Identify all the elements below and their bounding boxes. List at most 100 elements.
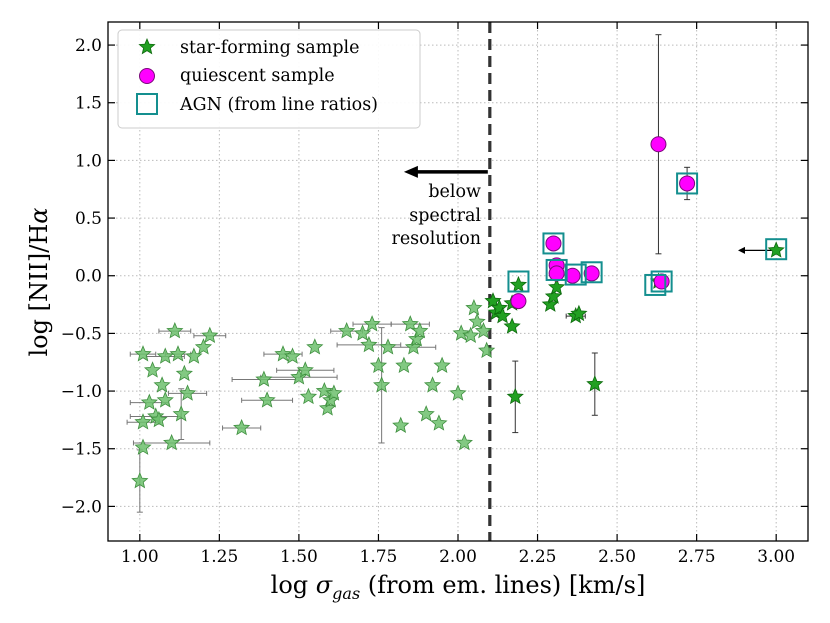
star-forming-marker-unresolved	[338, 322, 356, 339]
star-forming-marker-unresolved	[255, 370, 273, 387]
star-forming-marker-unresolved	[134, 438, 152, 455]
star-forming-marker-unresolved	[423, 376, 442, 393]
star-forming-marker	[544, 287, 563, 304]
star-forming-marker-unresolved	[156, 347, 174, 364]
y-tick-label: 1.0	[75, 151, 102, 171]
x-tick-label: 2.75	[678, 547, 716, 567]
legend: star-forming sample quiescent sample AGN…	[117, 29, 421, 129]
y-tick-label: −2.0	[61, 497, 102, 517]
agn-marker	[564, 263, 587, 286]
x-title-symbol: σ	[316, 571, 333, 599]
star-forming-marker-unresolved	[150, 410, 168, 428]
annotation-line-2: spectral	[409, 206, 481, 226]
star-forming-marker	[548, 278, 566, 295]
legend-label-agn: AGN (from line ratios)	[179, 95, 378, 115]
star-forming-marker-unresolved	[185, 347, 203, 364]
y-tick-label: 2.0	[75, 36, 102, 56]
star-forming-marker	[506, 387, 524, 405]
agn-marker	[542, 232, 565, 255]
star-forming-marker-unresolved	[462, 326, 480, 344]
star-forming-marker	[509, 275, 528, 293]
legend-square-icon	[136, 93, 158, 115]
star-forming-marker	[586, 375, 604, 392]
y-tick-label: 0.5	[75, 209, 102, 229]
star-forming-marker	[767, 241, 785, 258]
quiescent-marker	[548, 265, 565, 282]
x-tick-label: 3.00	[757, 547, 795, 567]
star-forming-marker-unresolved	[169, 345, 187, 362]
x-tick-label: 2.25	[519, 547, 557, 567]
agn-marker	[765, 238, 788, 261]
star-forming-marker-unresolved	[283, 347, 302, 364]
x-tick-label: 1.50	[280, 547, 318, 567]
legend-star-icon	[138, 37, 156, 55]
star-forming-marker-unresolved	[363, 315, 381, 332]
y-title-symbol: α	[25, 207, 53, 223]
agn-marker	[650, 270, 673, 293]
agn-marker	[676, 172, 699, 195]
star-forming-marker-unresolved	[449, 384, 467, 401]
star-forming-marker-unresolved	[172, 405, 190, 422]
annotation-line-1: below	[428, 182, 481, 202]
upper-limit-arrowhead	[738, 246, 745, 254]
agn-marker	[580, 261, 603, 284]
legend-label-star-forming: star-forming sample	[180, 38, 360, 58]
y-axis-title: log [NII]/Hα	[25, 207, 53, 356]
star-forming-marker-unresolved	[258, 391, 276, 408]
star-forming-marker-unresolved	[411, 322, 429, 339]
star-forming-marker-unresolved	[163, 433, 181, 451]
x-tick-label: 2.00	[439, 547, 477, 567]
quiescent-marker	[679, 175, 696, 192]
star-forming-marker-unresolved	[166, 322, 184, 339]
star-forming-marker-unresolved	[465, 298, 483, 316]
x-title-suffix: (from em. lines) [km/s]	[360, 571, 645, 599]
star-forming-marker-unresolved	[143, 361, 162, 378]
annotation-arrow-head	[403, 165, 418, 178]
legend-circle-icon	[139, 68, 155, 84]
star-forming-marker-unresolved	[430, 414, 448, 431]
star-forming-marker	[493, 307, 512, 324]
star-forming-marker-unresolved	[274, 345, 292, 362]
star-forming-marker-unresolved	[194, 338, 213, 355]
x-tick-label: 1.25	[200, 547, 238, 567]
axis-ticks: 1.00 1.25 1.50 1.75 2.00 2.25 2.50 2.75 3.00 −2.0…	[61, 22, 808, 567]
star-forming-marker-unresolved	[478, 341, 496, 359]
star-forming-marker-unresolved	[299, 387, 318, 405]
x-tick-label: 2.50	[598, 547, 636, 567]
star-forming-marker-unresolved	[417, 405, 435, 422]
star-forming-marker-unresolved	[140, 393, 158, 410]
star-forming-marker-unresolved	[452, 324, 470, 341]
annotation-line-3: resolution	[391, 229, 481, 249]
star-forming-marker	[570, 304, 588, 322]
x-title-subscript: gas	[332, 584, 360, 603]
star-forming-marker-unresolved	[131, 471, 149, 489]
star-forming-marker-unresolved	[392, 416, 410, 433]
star-forming-marker	[503, 317, 521, 334]
star-forming-marker-unresolved	[175, 364, 193, 382]
star-forming-marker-unresolved	[468, 312, 486, 330]
star-forming-marker-unresolved	[306, 338, 324, 355]
legend-label-quiescent: quiescent sample	[180, 66, 335, 86]
quiescent-marker	[653, 273, 670, 290]
legend-frame	[117, 29, 421, 129]
star-forming-marker-unresolved	[353, 324, 372, 341]
star-forming-marker-unresolved	[433, 356, 451, 374]
data-markers	[131, 136, 788, 489]
x-axis-title: log σgas (from em. lines) [km/s]	[271, 571, 646, 603]
y-tick-label: 0.0	[75, 267, 102, 287]
star-forming-marker-unresolved	[325, 384, 343, 401]
star-forming-marker-unresolved	[178, 384, 197, 401]
quiescent-marker	[510, 293, 527, 310]
agn-marker	[507, 270, 530, 293]
star-forming-marker-unresolved	[360, 335, 378, 353]
star-forming-marker-unresolved	[134, 413, 152, 430]
star-forming-marker-unresolved	[296, 361, 314, 378]
y-tick-label: −1.5	[61, 440, 102, 460]
star-forming-marker-unresolved	[395, 356, 413, 374]
star-forming-marker-unresolved	[153, 376, 171, 393]
star-forming-marker-unresolved	[379, 338, 397, 355]
star-forming-marker-unresolved	[315, 382, 333, 399]
quiescent-marker	[650, 136, 667, 153]
x-tick-label: 1.00	[121, 547, 159, 567]
quiescent-marker	[545, 235, 562, 252]
